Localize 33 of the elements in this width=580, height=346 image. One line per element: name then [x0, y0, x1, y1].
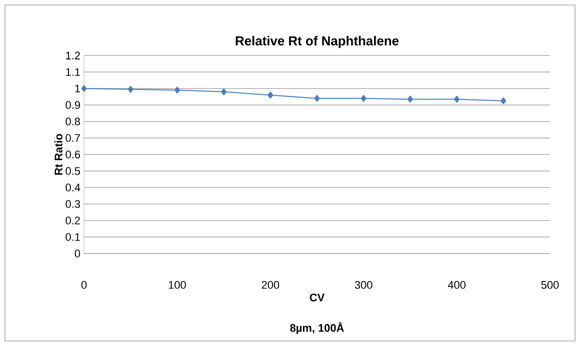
y-tick-label: 0.2 — [66, 216, 80, 224]
point — [221, 88, 227, 96]
y-tick-label: 0.9 — [66, 101, 80, 109]
y-tick-label: 0 — [74, 250, 80, 258]
text: 8µm, 100Å — [290, 322, 344, 334]
y-tick-label: 1.2 — [66, 52, 80, 60]
x-tick-label: 400 — [448, 281, 466, 289]
point — [454, 96, 460, 103]
y-tick-label: 1 — [75, 84, 80, 92]
chart-title: Relative Rt of Naphthalene — [236, 36, 399, 48]
point — [360, 94, 366, 102]
x-tick-label: 300 — [354, 281, 372, 289]
point — [81, 85, 87, 92]
y-tick-label: 0.5 — [66, 167, 80, 175]
y-axis-title: Rt Ratio — [54, 134, 62, 175]
y-tick-label: 0.3 — [66, 200, 80, 208]
y-tick-label: 0.1 — [66, 233, 80, 241]
x-tick-label: 100 — [168, 281, 186, 289]
y-tick-label: 1.1 — [66, 68, 80, 76]
point — [500, 97, 506, 104]
x-axis-title: CV — [310, 294, 325, 302]
point — [407, 96, 413, 103]
x-tick-label: 500 — [541, 281, 559, 289]
y-tick-label: 0.4 — [66, 184, 80, 192]
x-tick-label: 0 — [81, 281, 87, 289]
y-tick-label: 0.6 — [66, 150, 80, 158]
y-tick-label: 0.7 — [66, 134, 80, 142]
point — [268, 92, 274, 99]
point — [314, 94, 320, 102]
point — [128, 86, 134, 93]
y-tick-label: 0.8 — [66, 118, 80, 126]
x-tick-label: 200 — [262, 281, 280, 289]
point — [174, 86, 180, 94]
